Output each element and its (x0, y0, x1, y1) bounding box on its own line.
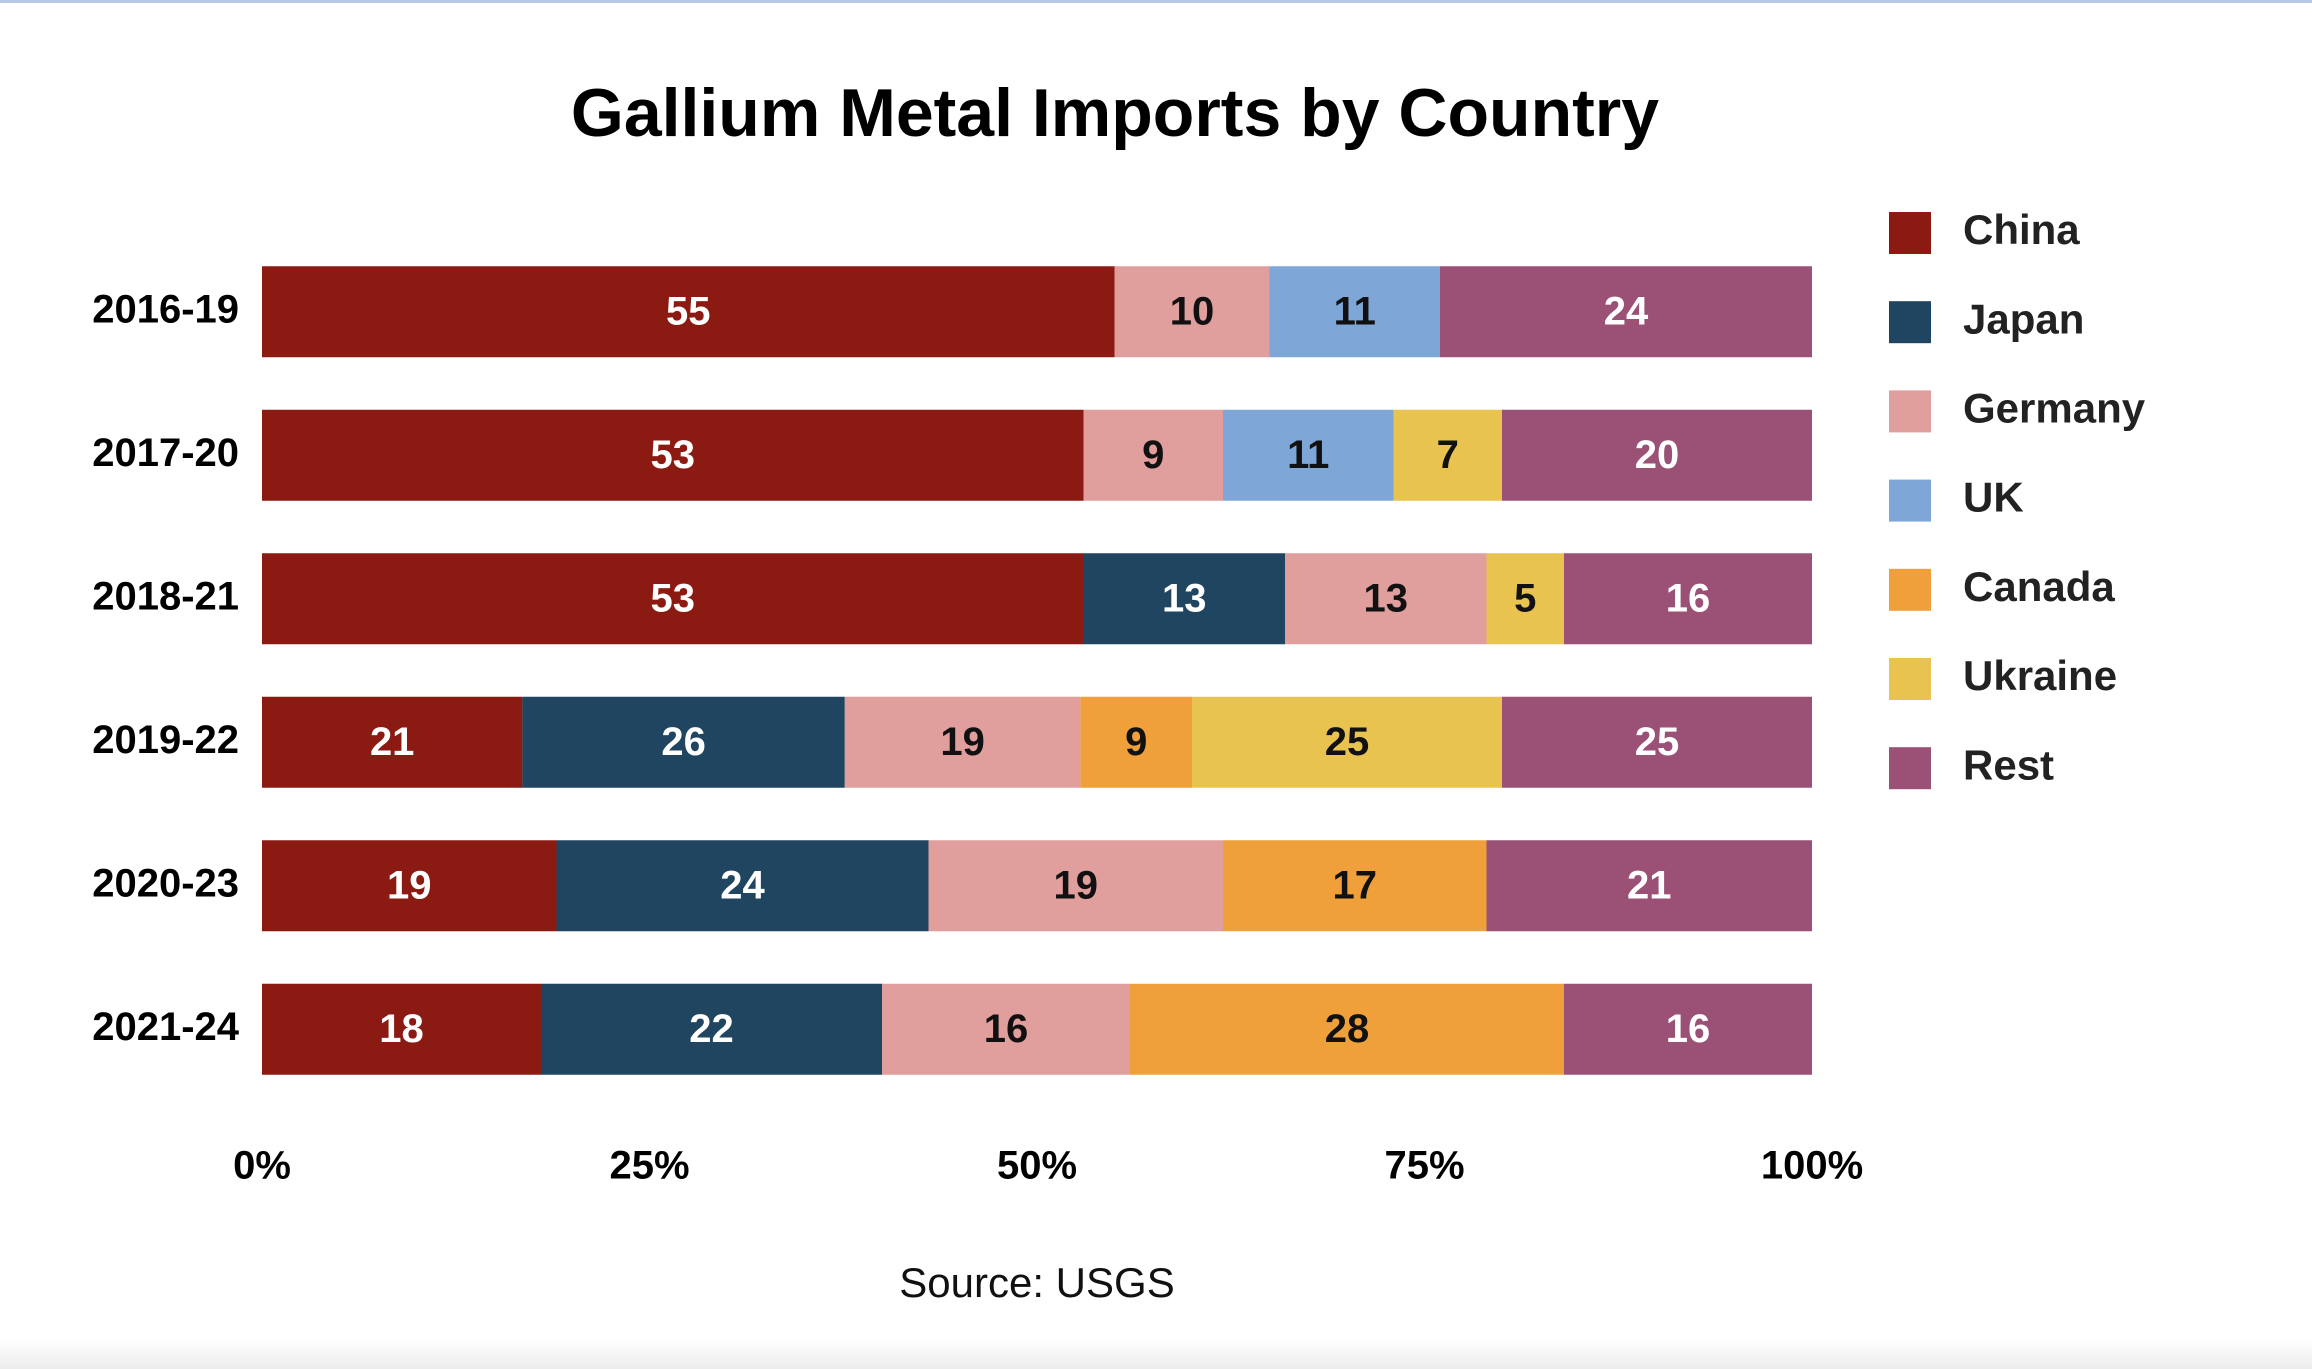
bar-segment (262, 840, 557, 932)
legend-label: Ukraine (1963, 652, 2117, 699)
y-tick-label: 2017-20 (92, 431, 239, 475)
bar-segment (541, 983, 882, 1075)
chart-title: Gallium Metal Imports by Country (571, 75, 1659, 151)
x-tick-label: 25% (609, 1144, 689, 1188)
value-label: 19 (940, 720, 985, 764)
value-label: 21 (1627, 863, 1672, 907)
legend-swatch (1889, 658, 1931, 700)
y-tick-label: 2018-21 (92, 574, 239, 618)
legend-swatch (1889, 747, 1931, 790)
bar-segment (1486, 553, 1564, 645)
bar-segment (1502, 409, 1812, 501)
bottom-shade (0, 1339, 2312, 1369)
value-label: 16 (1666, 576, 1711, 620)
value-label: 9 (1142, 433, 1164, 477)
legend-label: Canada (1963, 563, 2115, 610)
value-label: 22 (689, 1007, 734, 1051)
legend-swatch (1889, 301, 1931, 344)
bar-segment (1502, 696, 1812, 788)
x-tick-label: 50% (997, 1144, 1077, 1188)
y-tick-label: 2019-22 (92, 718, 239, 762)
bar-segment (882, 983, 1130, 1075)
value-label: 18 (379, 1007, 424, 1051)
legend-label: Japan (1963, 295, 2084, 342)
source-note: Source: USGS (899, 1259, 1174, 1306)
value-label: 28 (1325, 1007, 1370, 1051)
bar-segment (262, 409, 1084, 501)
value-label: 25 (1325, 720, 1370, 764)
value-label: 11 (1287, 433, 1329, 477)
value-label: 26 (661, 720, 706, 764)
bar-segment (1564, 983, 1812, 1075)
value-label: 55 (666, 289, 711, 333)
bar-segment (262, 983, 541, 1075)
bar-segment (1130, 983, 1564, 1075)
legend-swatch (1889, 568, 1931, 611)
legend-label: UK (1963, 474, 2024, 521)
value-label: 53 (651, 576, 696, 620)
bar-segment (1269, 266, 1440, 358)
value-label: 21 (370, 720, 415, 764)
value-label: 24 (720, 863, 765, 907)
bar-segment (1083, 409, 1223, 501)
bar-segment (1486, 840, 1812, 932)
bar-segment (928, 840, 1223, 932)
value-label: 17 (1333, 863, 1378, 907)
legend-label: Germany (1963, 384, 2146, 431)
bar-segment (1223, 409, 1394, 501)
value-label: 24 (1604, 289, 1649, 333)
bar-segment (1393, 409, 1502, 501)
value-label: 16 (1666, 1007, 1711, 1051)
bar-segment (1440, 266, 1812, 358)
value-label: 9 (1125, 720, 1147, 764)
legend-swatch (1889, 390, 1931, 433)
legend-swatch (1889, 212, 1931, 254)
bar-segment (522, 696, 845, 788)
value-label: 11 (1334, 289, 1376, 333)
value-label: 13 (1162, 576, 1207, 620)
bar-segment (262, 553, 1084, 645)
legend-swatch (1889, 479, 1931, 522)
value-label: 10 (1170, 289, 1215, 333)
bar-segment (556, 840, 929, 932)
x-tick-label: 0% (233, 1144, 291, 1188)
bar-segment (1083, 553, 1285, 645)
bar-segment (1080, 696, 1192, 788)
value-label: 13 (1364, 576, 1409, 620)
bar-segment (1223, 840, 1487, 932)
top-border (0, 0, 2312, 3)
value-label: 20 (1635, 433, 1680, 477)
y-tick-label: 2021-24 (92, 1005, 240, 1049)
value-label: 5 (1514, 576, 1536, 620)
bar-segment (1192, 696, 1502, 788)
value-label: 7 (1437, 433, 1459, 477)
value-label: 16 (984, 1007, 1029, 1051)
legend-label: China (1963, 206, 2080, 253)
x-tick-label: 100% (1761, 1144, 1863, 1188)
y-tick-label: 2020-23 (92, 861, 239, 905)
value-label: 19 (1054, 863, 1099, 907)
bar-segment (262, 696, 523, 788)
value-label: 25 (1635, 720, 1680, 764)
bar-segment (262, 266, 1115, 358)
value-label: 19 (387, 863, 432, 907)
bar-segment (1285, 553, 1487, 645)
value-label: 53 (651, 433, 696, 477)
y-tick-label: 2016-19 (92, 287, 239, 331)
bar-segment (844, 696, 1081, 788)
legend-label: Rest (1963, 741, 2054, 788)
bar-segment (1564, 553, 1812, 645)
x-tick-label: 75% (1384, 1144, 1464, 1188)
bar-segment (1114, 266, 1270, 358)
